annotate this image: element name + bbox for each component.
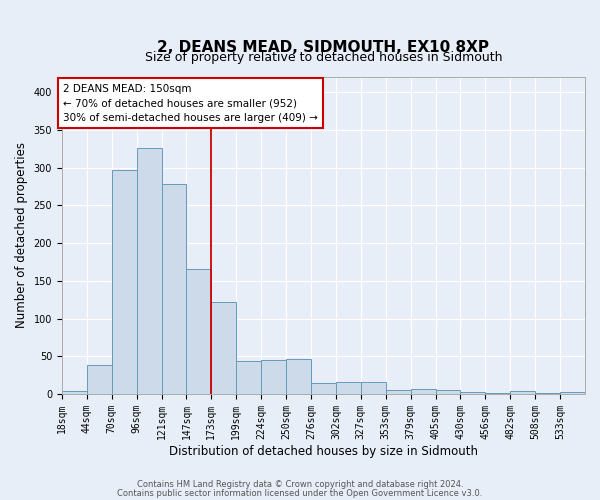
Text: Size of property relative to detached houses in Sidmouth: Size of property relative to detached ho… bbox=[145, 52, 502, 64]
Bar bbox=[336, 382, 361, 394]
Bar bbox=[485, 393, 510, 394]
Bar bbox=[361, 382, 386, 394]
Text: 2 DEANS MEAD: 150sqm
← 70% of detached houses are smaller (952)
30% of semi-deta: 2 DEANS MEAD: 150sqm ← 70% of detached h… bbox=[63, 84, 318, 123]
Bar bbox=[560, 392, 585, 394]
Bar bbox=[62, 391, 87, 394]
Bar bbox=[436, 390, 460, 394]
Bar bbox=[236, 361, 261, 394]
Text: Contains public sector information licensed under the Open Government Licence v3: Contains public sector information licen… bbox=[118, 489, 482, 498]
Bar bbox=[161, 184, 187, 394]
Bar bbox=[261, 360, 286, 394]
Title: 2, DEANS MEAD, SIDMOUTH, EX10 8XP: 2, DEANS MEAD, SIDMOUTH, EX10 8XP bbox=[157, 40, 490, 55]
Bar bbox=[386, 390, 410, 394]
X-axis label: Distribution of detached houses by size in Sidmouth: Distribution of detached houses by size … bbox=[169, 444, 478, 458]
Bar bbox=[535, 393, 560, 394]
Text: Contains HM Land Registry data © Crown copyright and database right 2024.: Contains HM Land Registry data © Crown c… bbox=[137, 480, 463, 489]
Bar bbox=[410, 390, 436, 394]
Bar bbox=[87, 366, 112, 394]
Bar bbox=[187, 270, 211, 394]
Bar bbox=[311, 382, 336, 394]
Bar bbox=[286, 358, 311, 394]
Y-axis label: Number of detached properties: Number of detached properties bbox=[15, 142, 28, 328]
Bar bbox=[211, 302, 236, 394]
Bar bbox=[112, 170, 137, 394]
Bar bbox=[510, 391, 535, 394]
Bar bbox=[137, 148, 161, 394]
Bar bbox=[460, 392, 485, 394]
